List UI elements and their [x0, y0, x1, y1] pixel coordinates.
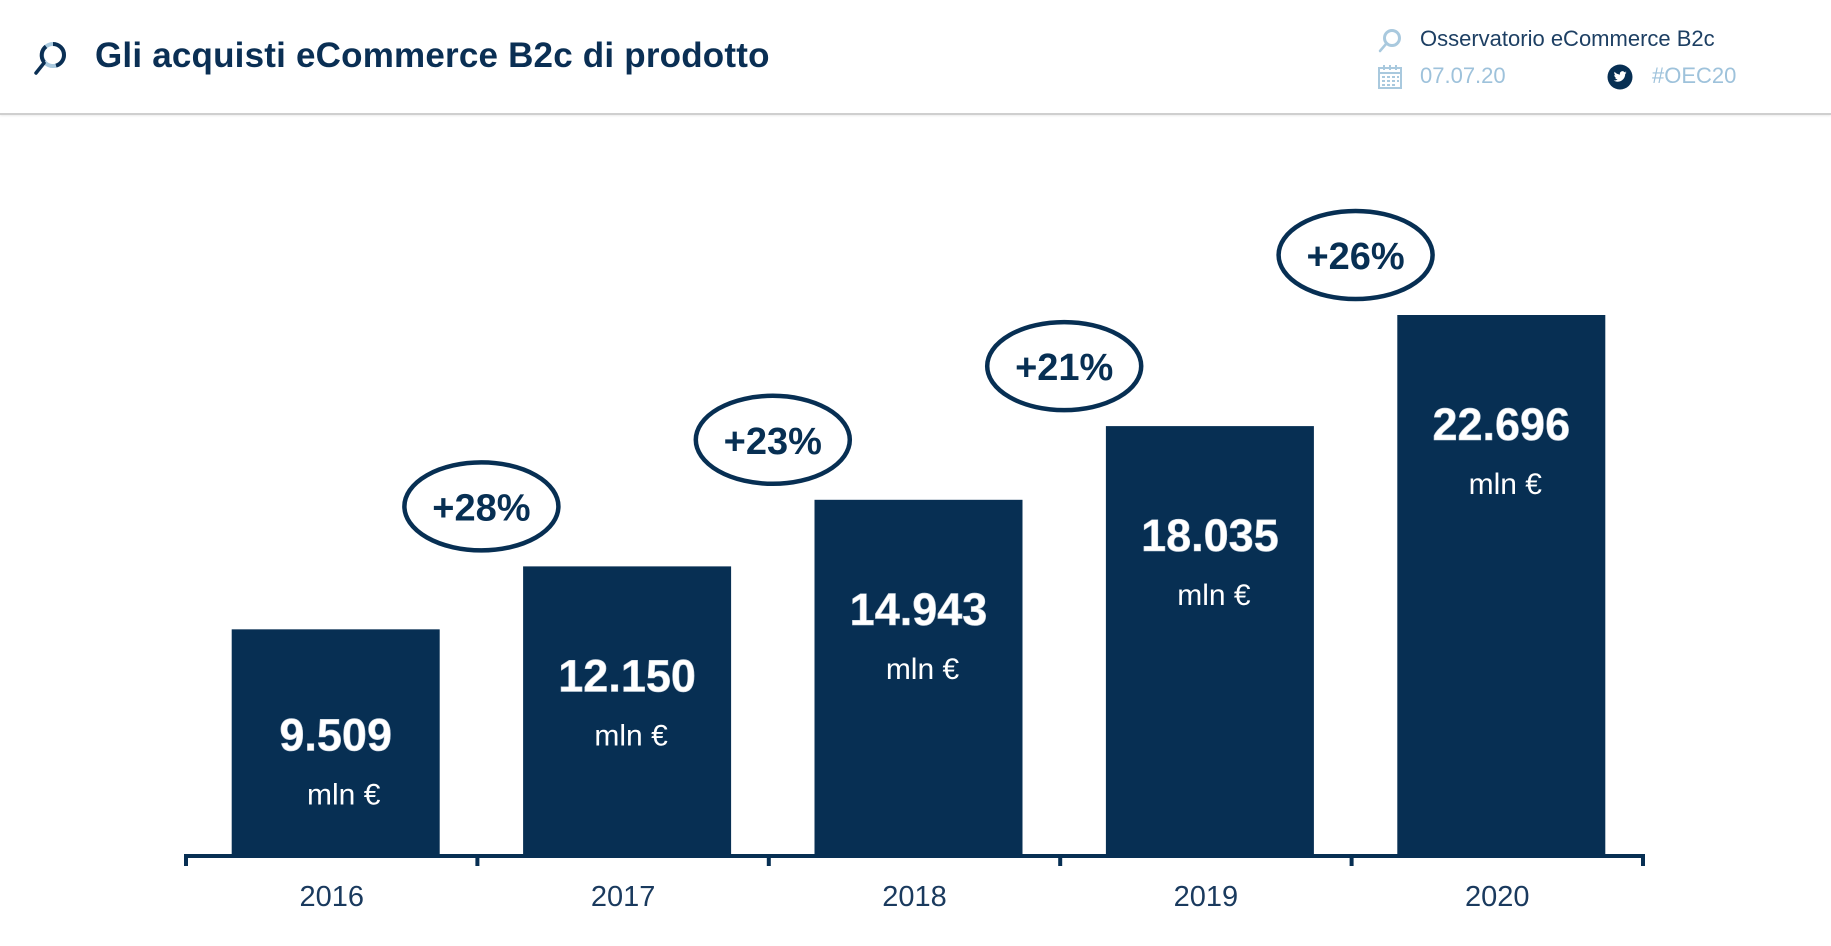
bar-unit-label: mln €	[1469, 468, 1543, 501]
bar-2019	[1105, 426, 1314, 857]
bar-2017	[523, 566, 732, 857]
bar-value-label: 9.509	[279, 710, 392, 761]
twitter-icon	[1607, 64, 1633, 90]
bar-value-label: 18.035	[1141, 510, 1279, 561]
bar-value-label: 12.150	[558, 650, 696, 701]
bar-value-label: 22.696	[1432, 399, 1570, 450]
growth-badge-label: +21%	[1015, 347, 1113, 389]
organization-name: Osservatorio eCommerce B2c	[1420, 26, 1715, 51]
growth-badge-label: +26%	[1306, 236, 1404, 278]
growth-badge-ellipse	[402, 460, 561, 553]
growth-badge-label: +28%	[432, 487, 530, 529]
bar-2018	[814, 499, 1023, 857]
hashtag-text: #OEC20	[1652, 63, 1737, 88]
header-bar: Gli acquisti eCommerce B2c di prodotto O…	[0, 0, 1831, 115]
x-tick-label: 2020	[1465, 881, 1530, 913]
magnifier-logo-icon	[34, 42, 67, 75]
growth-badge-ellipse	[984, 319, 1144, 413]
bar-value-label: 14.943	[850, 584, 988, 635]
growth-badge-ellipse	[1276, 208, 1435, 302]
x-tick-label: 2019	[1174, 881, 1239, 913]
growth-badge-label: +23%	[724, 421, 822, 463]
growth-badge-ellipse	[693, 393, 853, 487]
bar-2016	[231, 629, 440, 857]
date-text: 07.07.20	[1420, 63, 1506, 88]
bar-unit-label: mln €	[594, 719, 668, 752]
x-tick-label: 2017	[591, 881, 656, 913]
bar-unit-label: mln €	[1177, 579, 1251, 612]
magnifier-logo-icon	[1378, 29, 1401, 53]
x-tick-label: 2018	[882, 881, 947, 913]
calendar-icon	[1378, 65, 1402, 89]
bar-2020	[1397, 315, 1606, 857]
bar-unit-label: mln €	[886, 653, 960, 686]
x-tick-label: 2016	[299, 881, 364, 913]
page-title: Gli acquisti eCommerce B2c di prodotto	[95, 36, 770, 75]
bar-unit-label: mln €	[307, 779, 381, 812]
